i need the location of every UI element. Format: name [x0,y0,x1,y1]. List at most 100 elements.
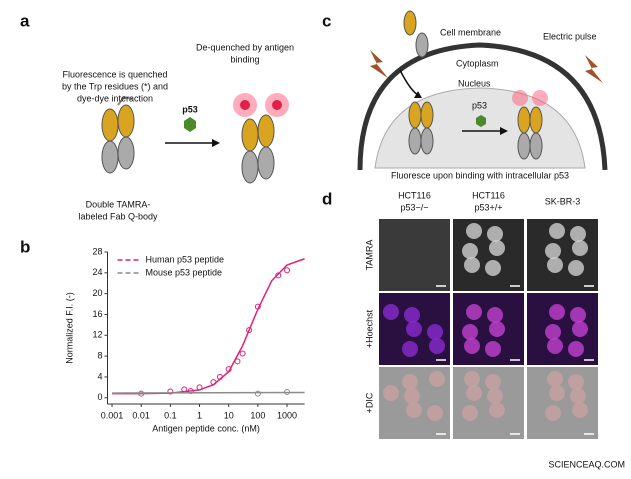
cell [406,402,422,418]
panel-c-art [357,10,608,171]
point [254,303,261,310]
point [196,384,203,391]
x-tick-label: 1000 [277,410,297,420]
cell [568,341,584,357]
panel-label: b [20,237,30,256]
point [239,350,246,357]
fit-line [112,258,305,395]
cell [427,405,443,421]
cell [485,260,501,276]
cell [404,307,420,323]
y-tick-label: 28 [92,246,102,256]
cell [383,304,399,320]
point [284,267,291,274]
fit-line [112,391,305,394]
note: De-quenched by antigen [196,42,294,52]
cell [485,341,501,357]
cell [549,223,565,239]
x-tick-label: 0.01 [132,410,150,420]
cell [545,243,561,259]
row-label: +Hoechst [364,309,374,348]
column-header: HCT116 [398,190,431,200]
caption: labeled Fab Q-body [78,211,158,221]
cell [427,324,443,340]
panel-label: d [322,189,332,208]
panel-a-art [101,93,289,184]
legend-label: Human p53 peptide [146,254,225,264]
cell [489,402,505,418]
micrographs [379,219,598,439]
cell [383,385,399,401]
cell [487,388,503,404]
legend-label: Mouse p53 peptide [146,267,223,277]
cell [404,388,420,404]
y-tick-label: 8 [97,350,102,360]
cell [568,374,584,390]
x-tick-label: 0.1 [164,410,177,420]
note: binding [230,54,259,64]
note: Cytoplasm [456,58,499,68]
cell [568,260,584,276]
y-tick-label: 0 [97,392,102,402]
cell [570,307,586,323]
cell [485,374,501,390]
point [181,386,188,393]
chart: 0 4 8 12 16 20 24 28 0.001 0.01 0.1 1 10 100 1000 Antig… [64,246,305,433]
point [138,390,145,397]
cell [402,374,418,390]
note: Nucleus [458,78,491,88]
point [234,358,241,365]
cell [489,240,505,256]
x-axis-label: Antigen peptide conc. (nM) [152,423,260,433]
antigen-label: p53 [182,104,198,114]
column-header: p53+/+ [474,202,502,212]
cell [466,385,482,401]
cell [464,371,480,387]
cell [549,385,565,401]
caption: Fluoresce upon binding with intracellula… [391,170,569,180]
point [284,389,291,396]
cell [466,223,482,239]
note: by the Trp residues (*) and [62,81,168,91]
column-header: HCT116 [472,190,505,200]
cell [466,304,482,320]
point [210,379,217,386]
cell [462,324,478,340]
cell [462,243,478,259]
cell [545,324,561,340]
cell [549,304,565,320]
cell [429,338,445,354]
note: Electric pulse [543,31,597,41]
point [254,390,261,397]
cell [572,321,588,337]
point [275,272,282,279]
cell [402,341,418,357]
x-tick-label: 100 [250,410,265,420]
y-axis-label: Normalized F.I. (-) [64,292,74,364]
y-tick-label: 4 [97,371,102,381]
cell [489,321,505,337]
x-tick-label: 0.001 [101,410,124,420]
note: dye-dye interaction [77,93,153,103]
x-tick-label: 1 [197,410,202,420]
cell [572,240,588,256]
point [225,366,232,373]
cell [464,257,480,273]
y-tick-label: 12 [92,330,102,340]
panel-label: a [20,11,30,30]
point [246,327,253,334]
y-tick-label: 24 [92,267,102,277]
note: Fluorescence is quenched [62,69,167,79]
column-header: SK-BR-3 [545,196,581,206]
cell [570,226,586,242]
note: Cell membrane [440,27,501,37]
row-label: +DIC [364,392,374,413]
point [167,388,174,395]
cell [547,257,563,273]
cell [462,405,478,421]
cell [487,307,503,323]
x-tick-label: 10 [224,410,234,420]
y-tick-label: 20 [92,288,102,298]
cell [406,321,422,337]
